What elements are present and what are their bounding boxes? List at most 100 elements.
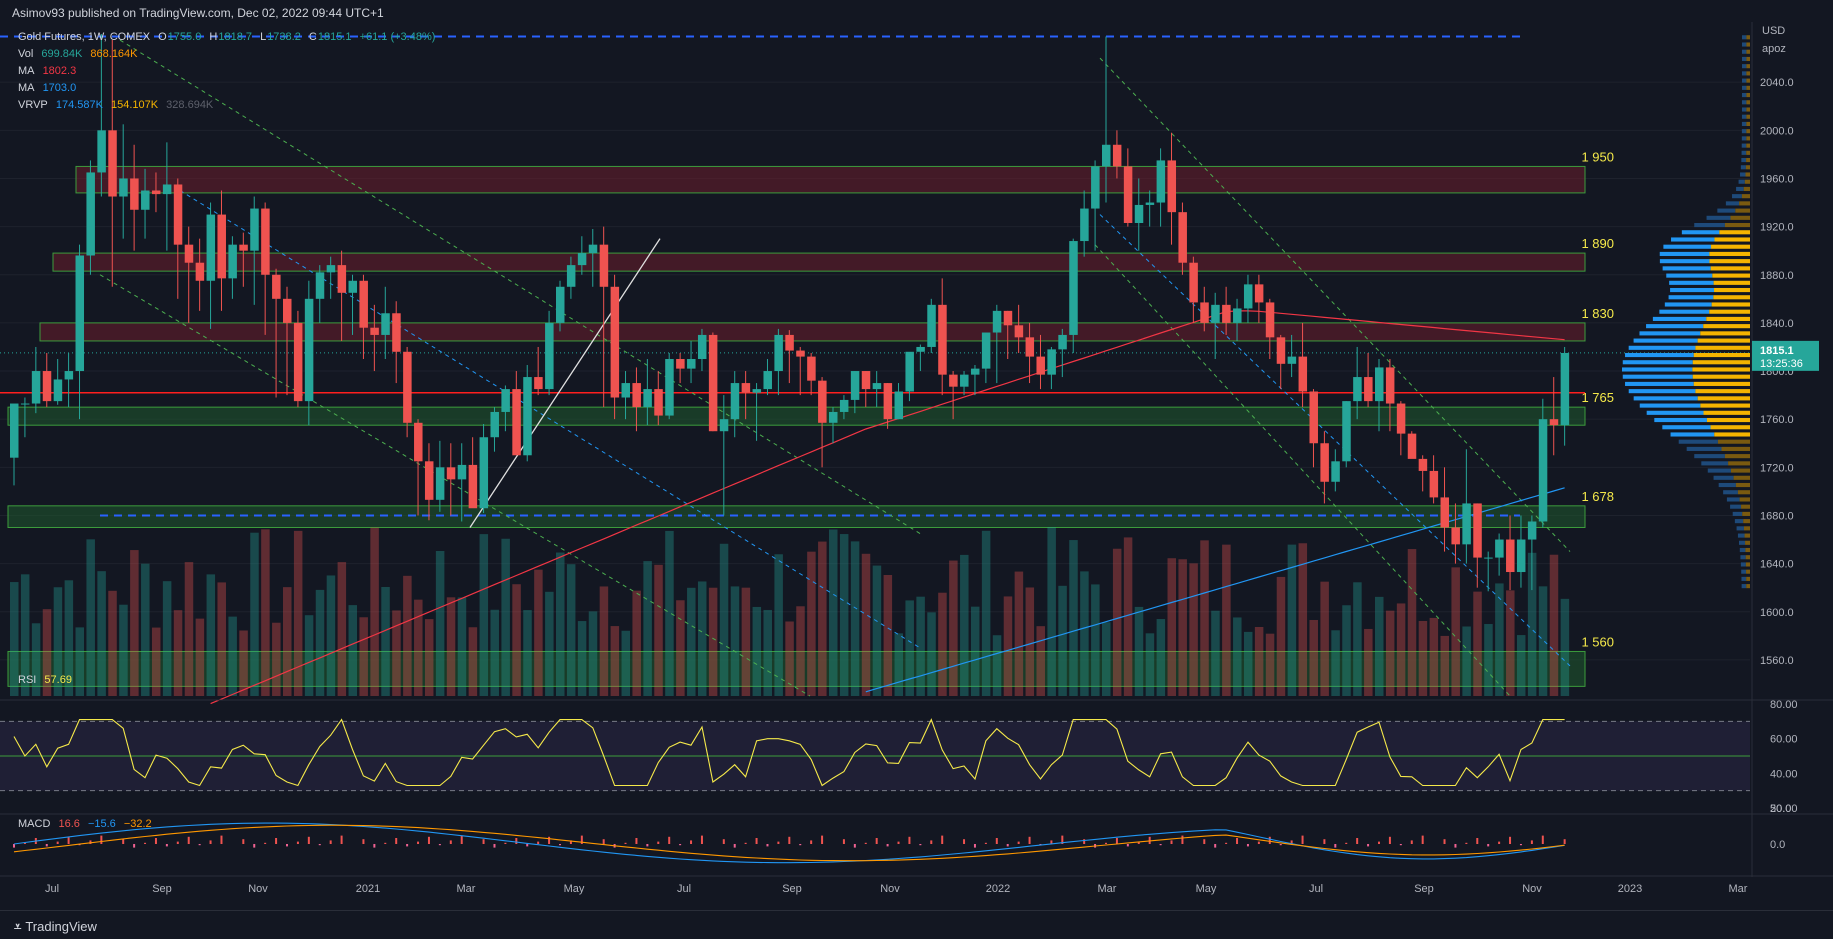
candle-body bbox=[523, 377, 532, 456]
profile-bar-down bbox=[1746, 121, 1750, 127]
candle-body bbox=[927, 304, 936, 347]
volume-bar bbox=[217, 582, 226, 696]
price-tick: 2000.0 bbox=[1760, 125, 1794, 137]
candle-body bbox=[490, 411, 499, 438]
profile-bar-down bbox=[1709, 251, 1750, 256]
candle bbox=[10, 403, 19, 486]
vol-label: Vol bbox=[18, 48, 34, 60]
legend-ma2-row[interactable]: MA 1703.0 bbox=[18, 80, 81, 96]
volume-bar bbox=[654, 564, 663, 696]
candle-body bbox=[938, 304, 947, 375]
volume-bar bbox=[872, 565, 882, 696]
price-tick: 1760.0 bbox=[1760, 414, 1794, 426]
vrvp-value-3: 328.694K bbox=[166, 99, 214, 111]
profile-bar-down bbox=[1714, 237, 1750, 242]
tradingview-logo[interactable]: ⩡ TradingView bbox=[14, 919, 97, 935]
profile-bar-up bbox=[1701, 461, 1729, 466]
volume-bar bbox=[665, 530, 674, 696]
symbol-name[interactable]: Gold Futures, 1W, COMEX bbox=[18, 31, 151, 43]
candle-body bbox=[1462, 503, 1471, 545]
volume-bar bbox=[490, 609, 499, 696]
profile-bar-up bbox=[1734, 519, 1744, 524]
candle-body bbox=[1560, 352, 1570, 426]
candle bbox=[337, 250, 347, 341]
volume-bar bbox=[370, 527, 379, 696]
candle bbox=[1331, 449, 1340, 492]
volume-bar bbox=[1342, 605, 1351, 696]
candle-body bbox=[1407, 433, 1417, 459]
profile-bar-up bbox=[1628, 389, 1696, 394]
rsi-tick: 40.00 bbox=[1770, 768, 1798, 780]
price-tick: 2040.0 bbox=[1760, 77, 1794, 89]
trendline-white bbox=[469, 238, 661, 528]
candle bbox=[1462, 449, 1471, 564]
candle-body bbox=[676, 359, 685, 369]
macd-value-2: −15.6 bbox=[87, 818, 116, 830]
volume-bar bbox=[1516, 635, 1526, 696]
candle bbox=[566, 256, 576, 299]
volume-bar bbox=[621, 630, 631, 696]
profile-bar-up bbox=[1741, 569, 1747, 574]
candle bbox=[1451, 503, 1460, 564]
profile-bar-up bbox=[1671, 237, 1715, 242]
profile-bar-down bbox=[1746, 35, 1750, 40]
volume-bar bbox=[632, 590, 641, 696]
volume-bar bbox=[1276, 576, 1286, 696]
candle-body bbox=[1211, 304, 1220, 323]
candle bbox=[1178, 202, 1187, 275]
chart-canvas[interactable]: 1 950 1 890 1 830 1 765 1 678 1 560 USD apoz 204… bbox=[0, 22, 1833, 910]
candle-body bbox=[872, 383, 882, 390]
candle-body bbox=[1331, 461, 1340, 482]
profile-bar-down bbox=[1703, 324, 1750, 329]
candle-body bbox=[1025, 337, 1035, 357]
legend-vol-row[interactable]: Vol 699.84K 868.164K bbox=[18, 46, 143, 62]
macd-legend[interactable]: MACD 16.6 −15.6 −32.2 bbox=[18, 816, 157, 832]
profile-bar-up bbox=[1694, 222, 1725, 228]
profile-bar-down bbox=[1692, 374, 1750, 379]
candle bbox=[195, 238, 205, 311]
candle-body bbox=[1429, 470, 1439, 498]
legend-vrvp-row[interactable]: VRVP 174.587K 154.107K 328.694K bbox=[18, 97, 218, 113]
volume-bar bbox=[424, 619, 434, 696]
volume-bar bbox=[1102, 622, 1111, 696]
profile-bar-down bbox=[1746, 78, 1750, 83]
rsi-tick: 20.00 bbox=[1770, 803, 1798, 815]
candle-body bbox=[64, 371, 74, 380]
volume-bar bbox=[938, 592, 947, 696]
legend-ma1-row[interactable]: MA 1802.3 bbox=[18, 63, 81, 79]
candle bbox=[1396, 401, 1406, 456]
candle-body bbox=[293, 322, 303, 402]
volume-bar bbox=[916, 596, 925, 696]
candle bbox=[184, 226, 194, 323]
candle-body bbox=[665, 359, 674, 416]
candle bbox=[1047, 346, 1056, 390]
candle bbox=[326, 256, 336, 299]
candle bbox=[981, 332, 991, 384]
candle-body bbox=[1069, 241, 1078, 335]
volume-bar bbox=[326, 575, 336, 696]
volume-bar bbox=[763, 609, 772, 696]
volume-bar bbox=[141, 563, 150, 696]
candle bbox=[97, 34, 106, 197]
volume-bar bbox=[643, 561, 652, 696]
candle bbox=[1134, 178, 1144, 251]
profile-bar-down bbox=[1692, 367, 1750, 372]
profile-bar-up bbox=[1669, 280, 1714, 285]
candle bbox=[424, 443, 434, 521]
volume-bar bbox=[1527, 552, 1537, 696]
volume-bar bbox=[1506, 590, 1515, 696]
candle bbox=[42, 352, 52, 408]
profile-bar-down bbox=[1742, 511, 1750, 516]
zone-label: 1 678 bbox=[1581, 489, 1614, 504]
rsi-legend[interactable]: RSI 57.69 bbox=[18, 672, 77, 688]
time-tick: 2023 bbox=[1618, 883, 1642, 895]
candle bbox=[905, 351, 914, 402]
profile-bar-up bbox=[1741, 42, 1747, 47]
candle bbox=[468, 437, 478, 509]
candle-body bbox=[730, 383, 740, 420]
profile-bar-up bbox=[1725, 201, 1740, 206]
volume-bar bbox=[228, 616, 237, 696]
current-price: 1815.1 bbox=[1760, 345, 1794, 357]
time-tick: Nov bbox=[248, 883, 268, 895]
candle-body bbox=[1527, 521, 1537, 540]
